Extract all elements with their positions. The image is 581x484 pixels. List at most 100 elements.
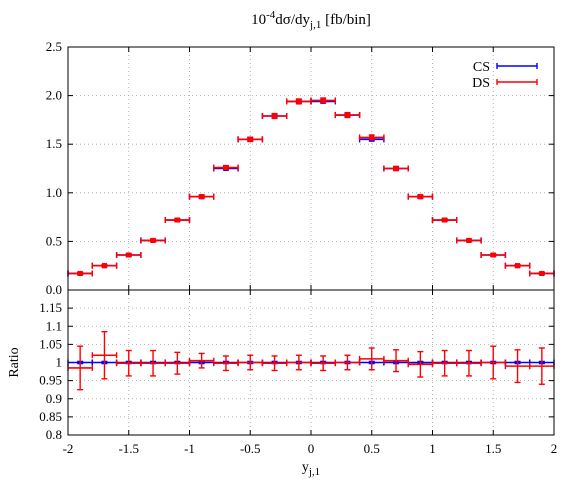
bottom-ds-point [164, 351, 191, 375]
top-ds-point-marker [539, 270, 545, 276]
top-ds-point [164, 217, 191, 224]
x-tick-label: 0.5 [364, 441, 380, 456]
top-y-tick-label: 2.5 [46, 39, 62, 54]
top-ds-point-marker [344, 112, 350, 118]
bottom-ds-point [140, 349, 166, 377]
bottom-ds-point [334, 354, 361, 371]
top-ds-point-marker [393, 166, 399, 171]
top-ds-point [261, 112, 288, 120]
bottom-y-tick-label: 1.05 [39, 336, 62, 351]
x-tick-label: 1 [429, 441, 436, 456]
top-ds-point-marker [466, 237, 472, 243]
x-axis-label: yj,1 [302, 460, 320, 478]
top-ds-point-marker [126, 252, 132, 258]
x-tick-label: 1.5 [485, 441, 501, 456]
bottom-panel-ticks: -2 -1.5 -1 -0.5 0 0.5 1 1.5 2 0.8 0.85 0.9 0.95 1 1.05… [39, 290, 557, 456]
top-ds-point-marker [101, 263, 107, 269]
top-ds-point [140, 237, 166, 244]
top-y-tick-label: 0.0 [46, 282, 62, 297]
top-ds-point-marker [223, 165, 229, 171]
x-label-subscript: j,1 [308, 466, 320, 478]
x-label-base: y [302, 460, 309, 475]
bottom-ds-point [480, 345, 507, 380]
chart-title: 10-4dσ/dyj,1 [fb/bin] [251, 9, 371, 31]
legend-marker-ds [496, 79, 538, 85]
bottom-ds-point [286, 354, 312, 371]
x-tick-label: 2 [551, 441, 558, 456]
top-ds-point-marker [247, 136, 253, 142]
legend-label-cs: CS [473, 60, 490, 75]
bottom-ds-point [91, 330, 118, 380]
top-ds-point-marker [417, 194, 423, 200]
bottom-ds-point [407, 350, 434, 378]
bottom-ds-point [431, 349, 458, 377]
top-ds-point [480, 252, 507, 259]
bottom-ds-point [504, 349, 531, 384]
top-ds-point [91, 262, 118, 269]
bottom-ds-point [261, 355, 288, 372]
top-y-tick-label: 1.0 [46, 185, 62, 200]
top-ds-point [358, 134, 385, 141]
x-tick-label: -1.5 [118, 441, 139, 456]
top-ds-point-marker [174, 217, 180, 223]
bottom-y-tick-label: 1.15 [39, 300, 62, 315]
top-ds-point-marker [77, 270, 83, 276]
x-tick-label: -2 [63, 441, 74, 456]
top-ds-point [310, 97, 336, 104]
title-subscript: j,1 [309, 19, 321, 31]
top-ds-point [213, 164, 239, 171]
top-ds-point [334, 111, 361, 119]
bottom-ds-point [310, 355, 336, 372]
title-base: 10 [251, 12, 266, 28]
top-ds-point-marker [199, 194, 205, 200]
top-panel-ticks: 0.0 0.5 1.0 1.5 2.0 2.5 [46, 39, 555, 297]
legend-marker-cs [496, 63, 538, 69]
x-tick-label: 0 [308, 441, 315, 456]
title-exponent: -4 [266, 9, 276, 21]
top-ds-point [67, 270, 94, 277]
top-ds-point [504, 262, 531, 269]
top-ds-point-marker [320, 97, 326, 103]
bottom-ds-point [213, 355, 239, 372]
bottom-ds-point [456, 349, 482, 377]
top-ds-point [456, 237, 482, 244]
top-y-tick-label: 0.5 [46, 233, 62, 248]
top-y-tick-label: 2.0 [46, 88, 62, 103]
top-ds-point-marker [272, 113, 278, 119]
bottom-ds-point [188, 352, 215, 369]
title-main: dσ/dy [275, 12, 310, 28]
top-ds-point-marker [442, 217, 448, 223]
bottom-ds-point [237, 354, 264, 371]
top-ds-point-marker [369, 134, 375, 140]
bottom-y-tick-label: 0.8 [46, 427, 62, 442]
top-ds-point [383, 165, 409, 172]
top-ds-point [529, 270, 555, 277]
bottom-ds-point [358, 347, 385, 371]
x-tick-label: -1 [184, 441, 195, 456]
top-ds-point-marker [515, 263, 521, 269]
bottom-y-tick-label: 1.1 [46, 318, 62, 333]
bottom-y-tick-label: 1 [56, 355, 63, 370]
top-ds-point-marker [490, 252, 496, 258]
legend: CS DS [472, 60, 538, 91]
top-ds-point [115, 252, 142, 259]
bottom-y-tick-label: 0.85 [39, 409, 62, 424]
bottom-ds-point [529, 347, 555, 385]
bottom-panel-marks [67, 330, 555, 391]
top-ds-point-marker [296, 98, 302, 104]
top-ds-point [407, 193, 434, 200]
top-ds-point-marker [150, 237, 156, 243]
legend-label-ds: DS [472, 76, 490, 91]
bottom-ds-point [115, 349, 142, 377]
top-panel-marks [67, 97, 555, 277]
bottom-panel-frame [67, 289, 555, 436]
top-ds-point [286, 98, 312, 105]
top-panel-grid [68, 47, 554, 290]
bottom-ds-point [383, 349, 409, 373]
bottom-y-tick-label: 0.9 [46, 391, 62, 406]
top-y-tick-label: 1.5 [46, 136, 62, 151]
y-axis-label-ratio: Ratio [7, 347, 22, 377]
top-ds-point [237, 136, 264, 143]
top-ds-point [431, 217, 458, 224]
x-tick-label: -0.5 [240, 441, 261, 456]
